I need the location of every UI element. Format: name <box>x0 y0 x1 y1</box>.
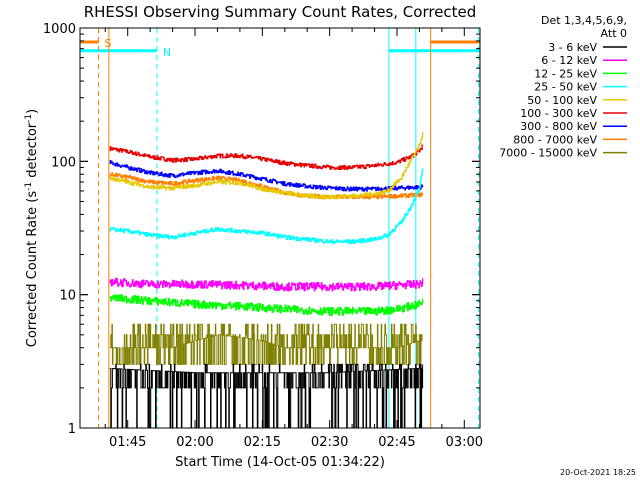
series-800to7000keV <box>109 172 424 200</box>
legend-header: Det 1,3,4,5,6,9, <box>541 14 627 27</box>
plot-frame <box>79 27 481 429</box>
y-axis-label: Corrected Count Rate (s-1 detector-1) <box>24 109 40 347</box>
x-tick-label: 02:00 <box>176 435 213 450</box>
x-axis-label: Start Time (14-Oct-05 01:34:22) <box>175 455 385 470</box>
series-7000to15000keV <box>109 323 423 365</box>
legend-label: 6 - 12 keV <box>541 54 597 67</box>
x-tick-label: 01:45 <box>109 435 146 450</box>
series-3to6keV <box>109 363 424 429</box>
marker-lines <box>98 28 480 428</box>
y-tick-label: 100 <box>51 155 76 170</box>
legend-header: Att 0 <box>601 27 627 40</box>
y-tick-label: 1 <box>68 422 76 437</box>
flag-bar-label: S <box>105 37 112 50</box>
series-50to100keV <box>109 131 424 200</box>
x-tick-label: 03:00 <box>446 435 483 450</box>
x-tick-label: 02:30 <box>311 435 348 450</box>
legend-label: 25 - 50 keV <box>534 81 597 94</box>
series-12to25keV <box>109 294 424 317</box>
series-25to50keV <box>109 168 424 245</box>
footer-timestamp: 20-Oct-2021 18:25 <box>560 468 636 477</box>
x-axis: 01:45 02:00 02:15 02:30 02:45 03:00 <box>104 28 483 450</box>
x-tick-label: 02:15 <box>244 435 281 450</box>
legend-label: 300 - 800 keV <box>520 120 597 133</box>
flag-bar-label: N <box>163 46 171 59</box>
legend-label: 800 - 7000 keV <box>513 133 597 146</box>
y-axis: 1 10 100 1000 <box>43 22 480 437</box>
y-tick-label: 10 <box>59 289 76 304</box>
legend-label: 3 - 6 keV <box>548 41 597 54</box>
x-tick-label: 02:45 <box>378 435 415 450</box>
legend-label: 100 - 300 keV <box>520 107 597 120</box>
flag-bars: SN <box>80 37 480 59</box>
legend-label: 50 - 100 keV <box>527 94 597 107</box>
series-300to800keV <box>109 159 424 192</box>
chart-title: RHESSI Observing Summary Count Rates, Co… <box>84 3 477 21</box>
series-group <box>109 131 424 429</box>
y-tick-label: 1000 <box>43 22 76 37</box>
series-6to12keV <box>109 277 424 292</box>
series-100to300keV <box>109 144 424 171</box>
legend-label: 7000 - 15000 keV <box>499 147 597 160</box>
legend-label: 12 - 25 keV <box>534 67 597 80</box>
